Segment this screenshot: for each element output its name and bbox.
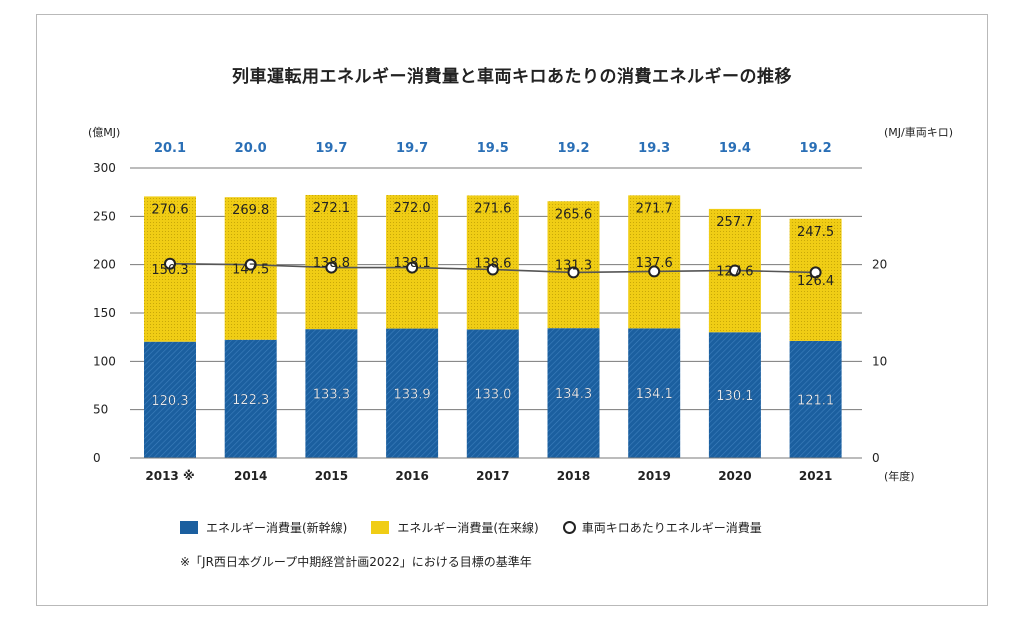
line-point <box>244 258 257 271</box>
line-data-label: 19.4 <box>719 141 751 156</box>
legend-marker-line <box>562 521 576 534</box>
legend-item-line: 車両キロあたりエネルギー消費量 <box>562 519 762 536</box>
data-label-total: 271.7 <box>636 201 673 216</box>
data-label-zairai: 131.3 <box>555 259 592 274</box>
bar-shinkansen <box>144 341 196 458</box>
x-tick-label: 2015 <box>315 469 348 483</box>
bar-zairai <box>547 201 600 329</box>
line-data-label: 19.2 <box>557 141 589 156</box>
y-tick-right-label: 10 <box>872 354 887 368</box>
y-tick-left-label: 50 <box>93 403 108 417</box>
x-tick-label: 2014 <box>234 469 267 483</box>
line-data-label: 19.7 <box>315 141 347 156</box>
chart-title: 列車運転用エネルギー消費量と車両キロあたりの消費エネルギーの推移 <box>232 67 792 87</box>
y-axis-right-unit: (MJ/車両キロ) <box>884 125 953 139</box>
data-label-shinkansen: 130.1 <box>716 389 753 404</box>
bar-shinkansen <box>466 329 519 458</box>
data-label-zairai: 127.6 <box>716 265 753 280</box>
bar-shinkansen <box>386 328 439 458</box>
line-point <box>648 265 661 278</box>
line-data-label: 20.1 <box>154 141 186 156</box>
data-label-shinkansen: 121.1 <box>797 393 834 408</box>
line-data-label: 19.7 <box>396 141 428 156</box>
data-label-zairai: 138.6 <box>474 256 511 271</box>
x-tick-label: 2013 ※ <box>145 469 194 483</box>
x-tick-label: 2019 <box>637 469 670 483</box>
data-label-zairai: 138.8 <box>313 256 350 271</box>
data-label-total: 247.5 <box>797 225 834 240</box>
chart-legend: エネルギー消費量(新幹線) エネルギー消費量(在来線) 車両キロあたりエネルギー… <box>180 519 786 536</box>
x-tick-label: 2018 <box>557 469 590 483</box>
y-axis-left-unit: (億MJ) <box>88 126 120 139</box>
legend-label-zairai: エネルギー消費量(在来線) <box>397 521 539 535</box>
x-tick-label: 2017 <box>476 469 509 483</box>
data-label-total: 272.0 <box>393 201 430 216</box>
y-tick-right-label: 0 <box>872 451 880 465</box>
bar-shinkansen <box>628 328 681 458</box>
line-data-label: 19.2 <box>800 141 832 156</box>
bar-shinkansen <box>305 329 358 458</box>
data-label-shinkansen: 134.1 <box>636 387 673 402</box>
y-tick-left-label: 0 <box>93 451 101 465</box>
data-label-shinkansen: 122.3 <box>232 393 269 408</box>
footnote: ※「JR西日本グループ中期経営計画2022」における目標の基準年 <box>180 555 532 569</box>
y-tick-left-label: 150 <box>93 306 116 320</box>
y-tick-left-label: 100 <box>93 354 116 368</box>
line-data-label: 19.3 <box>638 141 670 156</box>
data-label-zairai: 138.1 <box>393 256 430 271</box>
data-label-zairai: 137.6 <box>636 256 673 271</box>
data-label-shinkansen: 133.0 <box>474 388 511 403</box>
line-point <box>728 264 741 277</box>
line-data-label: 20.0 <box>235 141 267 156</box>
line-point <box>809 266 822 279</box>
data-label-shinkansen: 134.3 <box>555 387 592 402</box>
legend-item-shinkansen: エネルギー消費量(新幹線) <box>180 519 347 536</box>
x-tick-label: 2020 <box>718 469 751 483</box>
y-tick-left-label: 200 <box>93 258 116 272</box>
data-label-total: 272.1 <box>313 201 350 216</box>
data-label-zairai: 150.3 <box>151 263 188 278</box>
data-label-total: 270.6 <box>151 202 188 217</box>
y-tick-left-label: 250 <box>93 209 116 223</box>
legend-swatch-shinkansen <box>180 521 198 534</box>
legend-item-zairai: エネルギー消費量(在来線) <box>371 519 539 536</box>
bar-shinkansen <box>547 328 600 458</box>
data-label-total: 257.7 <box>716 215 753 230</box>
bar-zairai <box>466 195 519 330</box>
line-point <box>406 261 419 274</box>
x-tick-label: 2021 <box>799 469 832 483</box>
line-point <box>486 263 499 276</box>
data-label-total: 271.6 <box>474 201 511 216</box>
legend-label-line: 車両キロあたりエネルギー消費量 <box>581 521 762 535</box>
bar-shinkansen <box>708 332 761 458</box>
y-tick-right-label: 20 <box>872 258 887 272</box>
legend-label-shinkansen: エネルギー消費量(新幹線) <box>206 521 348 535</box>
data-label-total: 265.6 <box>555 207 592 222</box>
data-label-shinkansen: 120.3 <box>151 394 188 409</box>
data-label-total: 269.8 <box>232 203 269 218</box>
line-point <box>567 266 580 279</box>
bar-shinkansen <box>789 340 842 458</box>
y-tick-left-label: 300 <box>93 161 116 175</box>
bar-zairai <box>628 195 681 329</box>
legend-swatch-zairai <box>371 521 390 534</box>
bar-zairai <box>789 218 842 341</box>
data-label-shinkansen: 133.3 <box>313 388 350 403</box>
x-axis-unit: (年度) <box>884 469 915 483</box>
line-point <box>325 261 338 274</box>
data-label-shinkansen: 133.9 <box>393 387 430 402</box>
data-label-zairai: 147.5 <box>232 262 269 277</box>
line-data-label: 19.5 <box>477 141 509 156</box>
data-label-zairai: 126.4 <box>797 274 834 289</box>
line-point <box>164 257 176 270</box>
x-tick-label: 2016 <box>395 469 428 483</box>
bar-shinkansen <box>224 339 277 458</box>
